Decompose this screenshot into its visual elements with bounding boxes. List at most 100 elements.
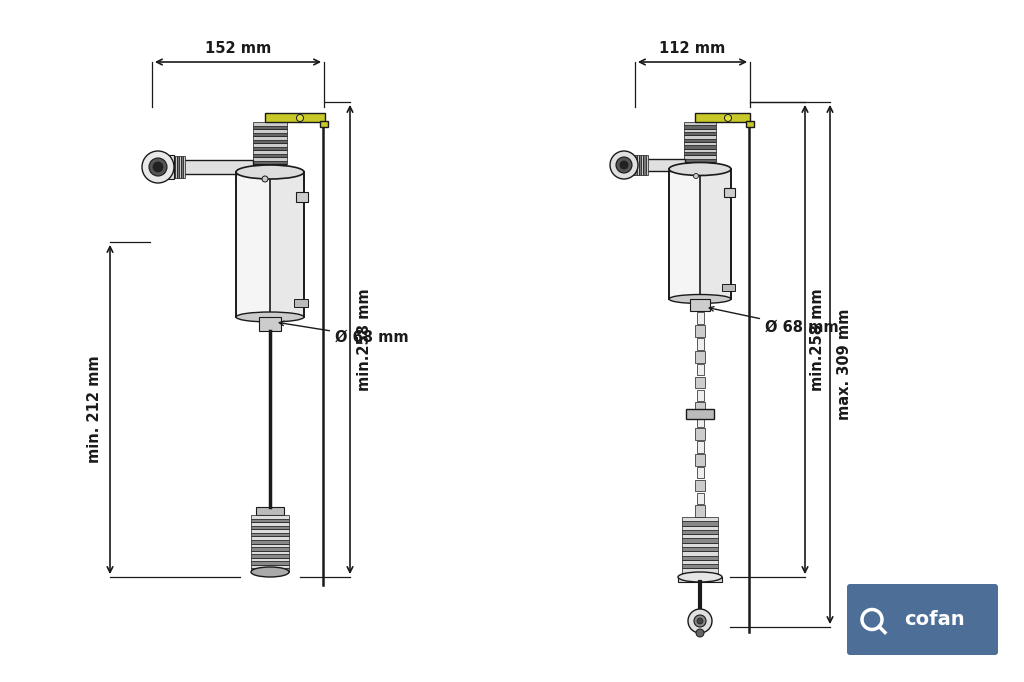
Bar <box>678 577 722 582</box>
Bar <box>641 155 643 175</box>
Bar <box>695 402 705 414</box>
Ellipse shape <box>669 295 731 303</box>
Bar <box>253 132 287 136</box>
Bar <box>682 534 718 538</box>
Circle shape <box>725 115 731 121</box>
Bar <box>684 132 716 135</box>
Bar <box>695 454 705 466</box>
Bar <box>178 160 253 174</box>
Bar <box>682 551 718 556</box>
Bar <box>251 526 289 529</box>
Text: 152 mm: 152 mm <box>205 41 271 56</box>
Bar <box>682 517 718 521</box>
Bar <box>253 140 287 143</box>
Bar <box>254 164 286 170</box>
Bar <box>684 159 716 162</box>
Bar <box>253 150 287 153</box>
Bar <box>172 156 174 178</box>
Ellipse shape <box>251 567 289 577</box>
Text: min.258 mm: min.258 mm <box>357 288 372 391</box>
Bar <box>684 142 716 145</box>
Bar <box>695 351 705 363</box>
Bar <box>253 122 287 125</box>
Bar <box>270 172 304 317</box>
Bar <box>251 544 289 547</box>
Bar <box>684 138 716 142</box>
Circle shape <box>142 151 174 183</box>
Bar <box>256 507 284 515</box>
Text: max. 309 mm: max. 309 mm <box>837 309 852 420</box>
Circle shape <box>697 618 703 624</box>
Bar <box>684 145 716 149</box>
Bar <box>682 543 718 547</box>
Bar <box>642 159 685 171</box>
Bar <box>695 113 750 122</box>
Bar <box>296 192 308 202</box>
Bar <box>162 156 164 178</box>
Bar <box>164 155 174 179</box>
Text: min.258 mm: min.258 mm <box>810 288 825 391</box>
Bar <box>253 143 287 147</box>
Circle shape <box>688 609 712 633</box>
Bar <box>253 153 287 157</box>
Bar <box>696 312 703 324</box>
Bar <box>724 188 735 197</box>
Bar <box>639 155 641 175</box>
Bar <box>684 135 716 138</box>
Bar <box>682 547 718 551</box>
Bar <box>160 156 162 178</box>
Bar <box>682 564 718 568</box>
Bar <box>695 479 705 491</box>
Circle shape <box>262 176 268 182</box>
Bar <box>684 149 716 152</box>
Bar <box>684 122 716 125</box>
Bar <box>251 533 289 536</box>
Bar <box>696 338 703 350</box>
FancyBboxPatch shape <box>847 584 998 655</box>
Bar <box>628 155 630 175</box>
Bar <box>746 121 754 127</box>
Bar <box>696 389 703 401</box>
Bar <box>251 561 289 565</box>
Text: min. 212 mm: min. 212 mm <box>87 356 102 463</box>
Ellipse shape <box>236 312 304 322</box>
Bar <box>686 409 714 419</box>
Bar <box>695 505 705 517</box>
Bar <box>251 536 289 540</box>
Bar <box>696 466 703 478</box>
Bar <box>632 155 634 175</box>
Bar <box>696 415 703 427</box>
Bar <box>179 156 181 178</box>
Bar <box>265 113 325 122</box>
Text: cofan: cofan <box>904 610 965 629</box>
Bar <box>690 299 710 311</box>
Bar <box>164 156 166 178</box>
Bar <box>168 156 170 178</box>
Bar <box>695 428 705 440</box>
Bar <box>669 169 702 299</box>
Bar <box>251 529 289 533</box>
Bar <box>253 129 287 132</box>
Bar <box>294 299 308 307</box>
Ellipse shape <box>678 572 722 582</box>
Bar <box>251 550 289 554</box>
Bar <box>251 558 289 561</box>
Bar <box>630 155 632 175</box>
Circle shape <box>694 615 706 627</box>
Circle shape <box>616 157 632 173</box>
Circle shape <box>610 151 638 179</box>
Circle shape <box>153 162 163 172</box>
Bar <box>177 156 179 178</box>
Bar <box>696 441 703 453</box>
Bar <box>170 156 172 178</box>
Bar <box>174 156 177 178</box>
Bar <box>695 325 705 337</box>
Bar <box>696 492 703 504</box>
Bar <box>166 156 168 178</box>
Ellipse shape <box>236 165 304 179</box>
Bar <box>684 155 716 159</box>
Bar <box>637 155 639 175</box>
Bar <box>643 155 646 175</box>
Bar <box>684 125 716 129</box>
Bar <box>251 522 289 526</box>
